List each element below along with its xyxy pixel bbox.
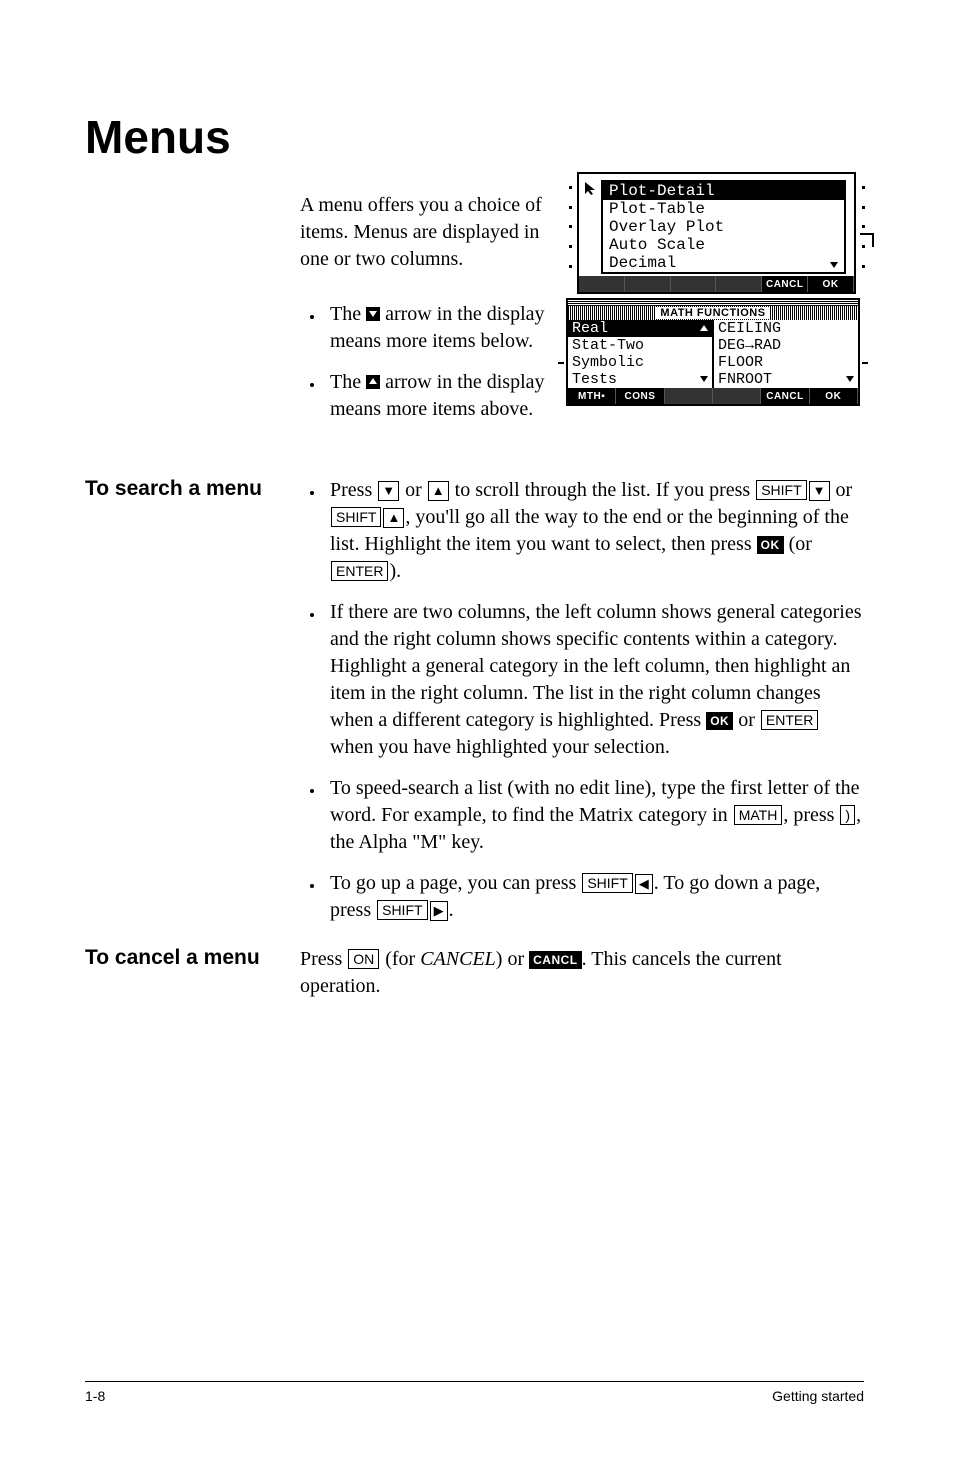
cancel-text: Press ON (for CANCEL) or CANCL. This can…: [300, 946, 864, 1000]
calc2-left-item: Stat-Two: [568, 337, 712, 354]
footer-page-number: 1-8: [85, 1388, 105, 1404]
calc1-menu-item: Decimal: [603, 254, 844, 272]
up-key: ▲: [428, 481, 449, 501]
calc1-softkey: .: [579, 276, 625, 292]
calc2-softkey: CANCL: [761, 388, 809, 404]
shift-key: SHIFT: [582, 873, 632, 893]
arrow-note-down: The arrow in the display means more item…: [324, 301, 584, 355]
arrow-note-up: The arrow in the display means more item…: [324, 369, 584, 423]
calc-screenshot-1: Plot-DetailPlot-TableOverlay PlotAuto Sc…: [577, 172, 856, 294]
intro-text: A menu offers you a choice of items. Men…: [300, 192, 560, 273]
search-bullet-4: To go up a page, you can press SHIFT◀. T…: [324, 870, 864, 924]
down-key: ▼: [378, 481, 399, 501]
cancel-softkey: CANCL: [529, 951, 582, 969]
page-footer: 1-8 Getting started: [85, 1381, 864, 1404]
calc-screenshot-2: MATH FUNCTIONS RealStat-TwoSymbolicTests…: [566, 298, 860, 406]
calc2-left-item: Symbolic: [568, 354, 712, 371]
up-arrow-icon: [366, 375, 380, 389]
calc1-softkey: .: [625, 276, 671, 292]
calc2-softkey: OK: [810, 388, 858, 404]
calc2-softkey: CONS: [616, 388, 664, 404]
calc2-softkey: MTH▪: [568, 388, 616, 404]
right-key: ▶: [430, 901, 448, 921]
calc2-left-item: Real: [568, 320, 712, 337]
calc1-menu-item: Auto Scale: [603, 236, 844, 254]
rparen-key: ): [840, 805, 855, 825]
calc2-right-item: FLOOR: [714, 354, 858, 371]
search-bullet-1: Press ▼ or ▲ to scroll through the list.…: [324, 477, 864, 585]
ok-softkey: OK: [757, 536, 784, 554]
enter-key: ENTER: [331, 561, 388, 581]
calc2-softkey: .: [713, 388, 761, 404]
cursor-icon: [583, 180, 599, 196]
calc2-title: MATH FUNCTIONS: [656, 307, 769, 319]
down-arrow-icon: [366, 307, 380, 321]
calc2-right-item: DEG→RAD: [714, 337, 858, 354]
calc2-softkey: .: [665, 388, 713, 404]
calc1-menu-item: Overlay Plot: [603, 218, 844, 236]
shift-key: SHIFT: [377, 900, 427, 920]
footer-section: Getting started: [772, 1388, 864, 1404]
calc1-menu-item: Plot-Table: [603, 200, 844, 218]
enter-key: ENTER: [761, 710, 818, 730]
search-bullet-2: If there are two columns, the left colum…: [324, 599, 864, 761]
heading-search: To search a menu: [85, 477, 262, 500]
search-bullet-3: To speed-search a list (with no edit lin…: [324, 775, 864, 856]
shift-key: SHIFT: [756, 480, 806, 500]
page-title: Menus: [85, 110, 864, 164]
calc1-softkey: .: [671, 276, 717, 292]
up-key: ▲: [383, 508, 404, 528]
math-key: MATH: [734, 805, 783, 825]
ok-softkey: OK: [706, 712, 733, 730]
calc1-softkey: .: [716, 276, 762, 292]
left-key: ◀: [635, 874, 653, 894]
calc2-right-item: CEILING: [714, 320, 858, 337]
calc1-softkey: CANCL: [762, 276, 808, 292]
heading-cancel: To cancel a menu: [85, 946, 260, 969]
on-key: ON: [348, 949, 379, 969]
calc1-softkey: OK: [808, 276, 854, 292]
calc1-menu-item: Plot-Detail: [603, 182, 844, 200]
calc2-left-item: Tests: [568, 371, 712, 388]
calc2-right-item: FNROOT: [714, 371, 858, 388]
down-key: ▼: [809, 481, 830, 501]
shift-key: SHIFT: [331, 507, 381, 527]
